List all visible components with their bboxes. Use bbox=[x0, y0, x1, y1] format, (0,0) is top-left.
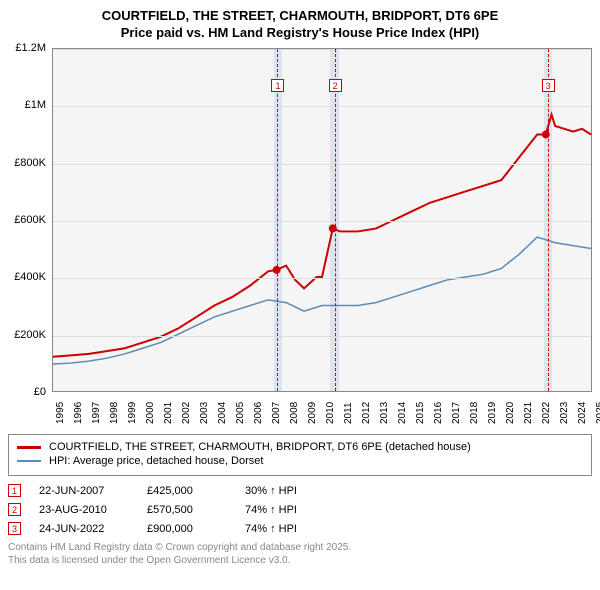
series-line bbox=[53, 115, 591, 357]
x-tick-label: 2003 bbox=[199, 402, 210, 424]
annotation-price: £900,000 bbox=[147, 523, 227, 535]
gridline bbox=[53, 164, 591, 165]
annotation-num: 2 bbox=[8, 503, 21, 516]
gridline bbox=[53, 221, 591, 222]
annotation-diff: 74% ↑ HPI bbox=[245, 504, 335, 516]
x-tick-label: 2012 bbox=[361, 402, 372, 424]
x-tick-label: 2008 bbox=[289, 402, 300, 424]
gridline bbox=[53, 278, 591, 279]
x-tick-label: 2014 bbox=[397, 402, 408, 424]
x-tick-label: 1999 bbox=[127, 402, 138, 424]
gridline bbox=[53, 106, 591, 107]
legend-row-price: COURTFIELD, THE STREET, CHARMOUTH, BRIDP… bbox=[17, 441, 583, 453]
gridline bbox=[53, 49, 591, 50]
legend-row-hpi: HPI: Average price, detached house, Dors… bbox=[17, 455, 583, 467]
event-line bbox=[548, 49, 549, 391]
annotation-table: 1 22-JUN-2007 £425,000 30% ↑ HPI 2 23-AUG-201… bbox=[8, 484, 592, 535]
annotation-row: 3 24-JUN-2022 £900,000 74% ↑ HPI bbox=[8, 522, 592, 535]
chart-area: £0£200K£400K£600K£800K£1M£1.2M 123 19951… bbox=[8, 48, 592, 428]
y-tick-label: £1M bbox=[25, 99, 46, 111]
annotation-row: 2 23-AUG-2010 £570,500 74% ↑ HPI bbox=[8, 503, 592, 516]
x-tick-label: 2013 bbox=[379, 402, 390, 424]
x-tick-label: 2006 bbox=[253, 402, 264, 424]
event-line bbox=[335, 49, 336, 391]
event-marker: 1 bbox=[271, 79, 284, 92]
x-axis-labels: 1995 1996 1997 1998 1999 2000 2001 2002 2003 2004… bbox=[52, 394, 592, 428]
x-tick-label: 2011 bbox=[343, 402, 354, 424]
x-tick-label: 2010 bbox=[325, 402, 336, 424]
legend-label-price: COURTFIELD, THE STREET, CHARMOUTH, BRIDP… bbox=[49, 441, 471, 453]
line-svg bbox=[53, 49, 591, 391]
chart-subtitle: Price paid vs. HM Land Registry's House … bbox=[8, 25, 592, 40]
legend-label-hpi: HPI: Average price, detached house, Dors… bbox=[49, 455, 263, 467]
annotation-row: 1 22-JUN-2007 £425,000 30% ↑ HPI bbox=[8, 484, 592, 497]
y-tick-label: £1.2M bbox=[15, 42, 46, 54]
x-tick-label: 1998 bbox=[109, 402, 120, 424]
x-tick-label: 2023 bbox=[559, 402, 570, 424]
x-tick-label: 2024 bbox=[577, 402, 588, 424]
annotation-num: 1 bbox=[8, 484, 21, 497]
x-tick-label: 2022 bbox=[541, 402, 552, 424]
y-tick-label: £0 bbox=[34, 386, 46, 398]
x-tick-label: 1995 bbox=[55, 402, 66, 424]
x-tick-label: 2015 bbox=[415, 402, 426, 424]
plot-region: 1 2 3 bbox=[52, 48, 592, 392]
y-tick-label: £400K bbox=[14, 271, 46, 283]
footnote-line1: Contains HM Land Registry data © Crown c… bbox=[8, 541, 592, 554]
annotation-price: £570,500 bbox=[147, 504, 227, 516]
x-tick-label: 2019 bbox=[487, 402, 498, 424]
event-marker: 2 bbox=[329, 79, 342, 92]
y-tick-label: £200K bbox=[14, 329, 46, 341]
annotation-price: £425,000 bbox=[147, 485, 227, 497]
x-tick-label: 2009 bbox=[307, 402, 318, 424]
legend-swatch-hpi bbox=[17, 460, 41, 462]
annotation-date: 24-JUN-2022 bbox=[39, 523, 129, 535]
x-tick-label: 1997 bbox=[91, 402, 102, 424]
x-tick-label: 2016 bbox=[433, 402, 444, 424]
gridline bbox=[53, 336, 591, 337]
chart-container: COURTFIELD, THE STREET, CHARMOUTH, BRIDP… bbox=[0, 0, 600, 571]
y-tick-label: £600K bbox=[14, 214, 46, 226]
x-tick-label: 2000 bbox=[145, 402, 156, 424]
annotation-date: 22-JUN-2007 bbox=[39, 485, 129, 497]
footnote-line2: This data is licensed under the Open Gov… bbox=[8, 554, 592, 567]
event-line bbox=[277, 49, 278, 391]
y-tick-label: £800K bbox=[14, 157, 46, 169]
x-tick-label: 2002 bbox=[181, 402, 192, 424]
chart-title: COURTFIELD, THE STREET, CHARMOUTH, BRIDP… bbox=[8, 8, 592, 23]
x-tick-label: 2001 bbox=[163, 402, 174, 424]
x-tick-label: 2005 bbox=[235, 402, 246, 424]
x-tick-label: 2021 bbox=[523, 402, 534, 424]
legend-swatch-price bbox=[17, 446, 41, 449]
annotation-num: 3 bbox=[8, 522, 21, 535]
x-tick-label: 2018 bbox=[469, 402, 480, 424]
annotation-diff: 30% ↑ HPI bbox=[245, 485, 335, 497]
x-tick-label: 2020 bbox=[505, 402, 516, 424]
x-tick-label: 1996 bbox=[73, 402, 84, 424]
x-tick-label: 2025 bbox=[595, 402, 600, 424]
footnote: Contains HM Land Registry data © Crown c… bbox=[8, 541, 592, 567]
y-axis-labels: £0£200K£400K£600K£800K£1M£1.2M bbox=[8, 48, 50, 428]
x-tick-label: 2004 bbox=[217, 402, 228, 424]
legend-box: COURTFIELD, THE STREET, CHARMOUTH, BRIDP… bbox=[8, 434, 592, 476]
x-tick-label: 2017 bbox=[451, 402, 462, 424]
x-tick-label: 2007 bbox=[271, 402, 282, 424]
event-marker: 3 bbox=[542, 79, 555, 92]
annotation-date: 23-AUG-2010 bbox=[39, 504, 129, 516]
annotation-diff: 74% ↑ HPI bbox=[245, 523, 335, 535]
